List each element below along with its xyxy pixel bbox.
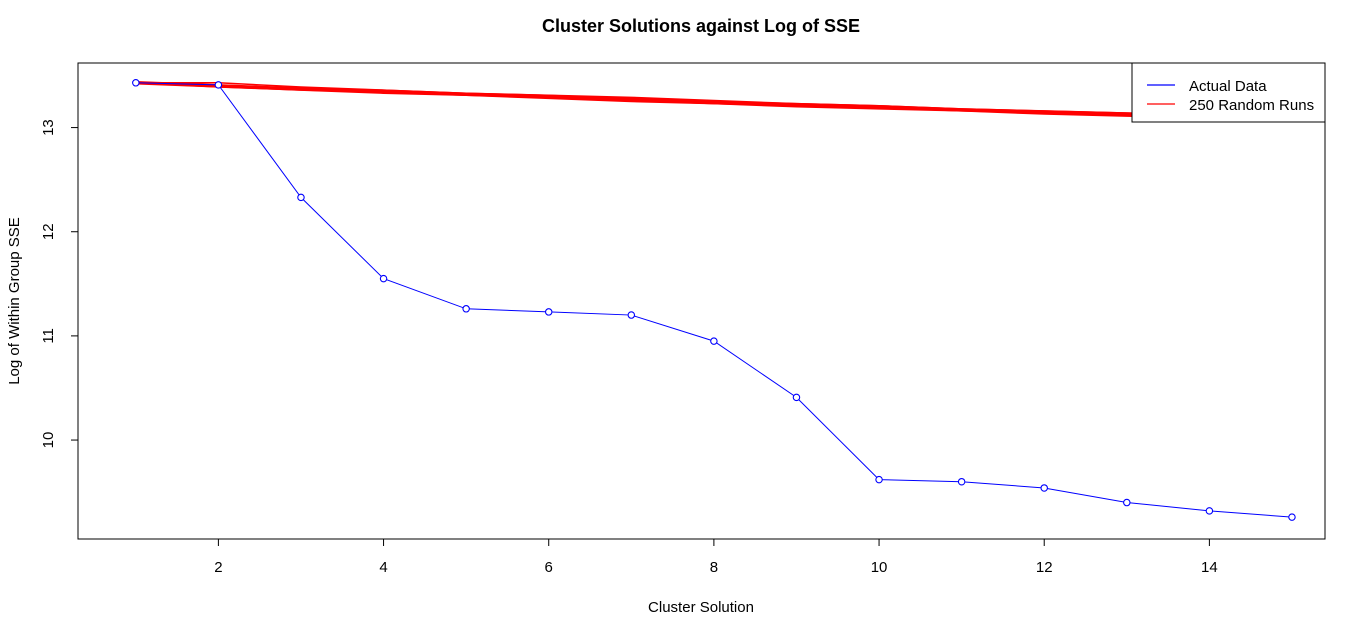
y-axis: 10 11 12 13 [40, 119, 78, 448]
plot-area: 2 4 6 8 10 12 14 10 11 12 13 [40, 62, 1326, 576]
actual-data-point [1205, 507, 1214, 515]
x-tick-label: 8 [710, 559, 718, 576]
y-tick-label: 11 [40, 328, 57, 344]
actual-data-point [627, 311, 636, 319]
x-tick-label: 4 [379, 559, 387, 576]
x-tick-label: 10 [871, 559, 888, 576]
actual-data-point [875, 475, 883, 484]
y-tick-label: 13 [40, 119, 57, 136]
actual-data-point [462, 305, 470, 313]
x-tick-label: 6 [545, 559, 553, 576]
legend: Actual Data 250 Random Runs [1131, 62, 1326, 123]
x-axis: 2 4 6 8 10 12 14 [214, 539, 1218, 576]
legend-label-random-runs: 250 Random Runs [1189, 97, 1314, 114]
x-tick-label: 14 [1201, 559, 1218, 576]
random-runs-line [135, 81, 1293, 120]
x-tick-label: 12 [1036, 559, 1053, 576]
actual-data-point [214, 81, 223, 89]
legend-box [1131, 62, 1326, 123]
actual-data-point [379, 274, 388, 283]
series-random-runs [135, 81, 1293, 122]
actual-data-line [135, 82, 1293, 518]
actual-data-point [792, 393, 801, 402]
actual-data-point [957, 477, 966, 486]
actual-data-point [710, 337, 718, 345]
actual-data-point [544, 308, 553, 316]
plot-frame [77, 62, 1326, 540]
y-tick-label: 10 [40, 432, 57, 449]
actual-data-point [297, 193, 305, 202]
chart-title: Cluster Solutions against Log of SSE [542, 16, 860, 36]
actual-data-point [1123, 498, 1131, 507]
actual-data-point [1040, 484, 1048, 492]
x-tick-label: 2 [214, 559, 222, 576]
series-actual-data [132, 79, 1296, 521]
y-axis-label: Log of Within Group SSE [6, 217, 23, 385]
actual-data-point [132, 79, 140, 87]
actual-data-point [1288, 513, 1296, 521]
y-tick-label: 12 [40, 223, 57, 240]
legend-label-actual-data: Actual Data [1189, 78, 1267, 95]
x-axis-label: Cluster Solution [648, 599, 754, 616]
